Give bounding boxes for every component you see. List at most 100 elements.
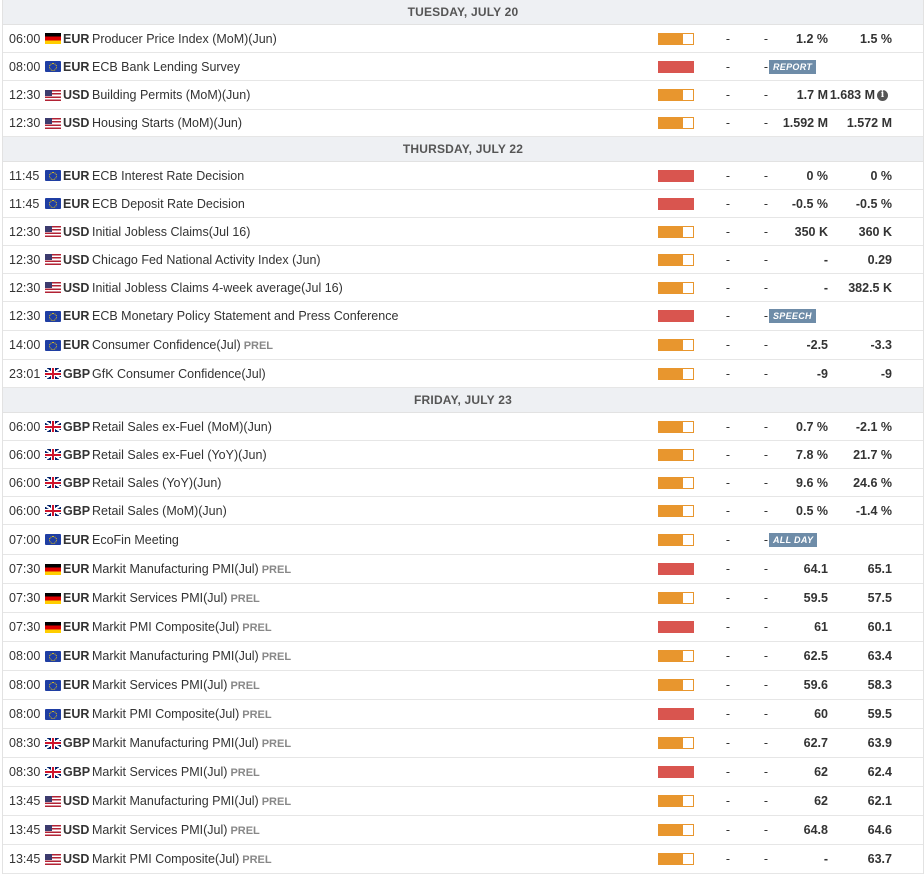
flag-us-icon (45, 824, 61, 836)
event-row[interactable]: 06:00 GBP Retail Sales ex-Fuel (YoY)(Jun) -… (3, 441, 923, 469)
preliminary-tag: PREL (242, 709, 272, 721)
currency-code: USD (63, 823, 90, 837)
event-name-link[interactable]: Markit PMI Composite(Jul) PREL (92, 707, 272, 722)
event-name-link[interactable]: ECB Interest Rate Decision (92, 169, 244, 183)
impact-high-icon (658, 563, 694, 575)
event-row[interactable]: 06:00 GBP Retail Sales (YoY)(Jun) - - 9.6 % 24… (3, 469, 923, 497)
event-time: 12:30 (9, 224, 41, 239)
event-row[interactable]: 23:01 GBP GfK Consumer Confidence(Jul) - - -9… (3, 360, 923, 388)
consensus-value: 1.7 M (796, 88, 828, 102)
event-row[interactable]: 07:30 EUR Markit PMI Composite(Jul) PREL - - 6… (3, 613, 923, 642)
info-icon[interactable]: i (877, 89, 888, 101)
impact-high-icon (658, 708, 694, 720)
event-name-link[interactable]: GfK Consumer Confidence(Jul) (92, 367, 266, 381)
event-row[interactable]: 08:30 GBP Markit Services PMI(Jul) PREL - - 62… (3, 758, 923, 787)
event-row[interactable]: 07:00 EUR EcoFin Meeting - - ALL DAY (3, 525, 923, 555)
impact-high-icon (658, 60, 694, 73)
event-time: 13:45 (9, 794, 41, 808)
event-name-link[interactable]: Markit PMI Composite(Jul) PREL (92, 620, 272, 635)
event-type-badge[interactable]: REPORT (769, 59, 817, 74)
event-row[interactable]: 06:00 GBP Retail Sales ex-Fuel (MoM)(Jun) -… (3, 413, 923, 441)
event-time: 08:30 (9, 736, 41, 750)
event-name-link[interactable]: Markit Services PMI(Jul) PREL (92, 591, 260, 606)
event-name: GfK Consumer Confidence(Jul) (92, 366, 266, 381)
event-row[interactable]: 08:30 GBP Markit Manufacturing PMI(Jul) PRE… (3, 729, 923, 758)
event-row[interactable]: 13:45 USD Markit Manufacturing PMI(Jul) PRE… (3, 787, 923, 816)
event-name-link[interactable]: Markit Manufacturing PMI(Jul) PREL (92, 649, 291, 664)
actual-value: - (725, 59, 731, 74)
event-row[interactable]: 12:30 USD Building Permits (MoM)(Jun) - - 1.7… (3, 81, 923, 110)
event-row[interactable]: 06:00 GBP Retail Sales (MoM)(Jun) - - 0.5 % -1… (3, 497, 923, 525)
event-type-badge[interactable]: ALL DAY (769, 532, 818, 547)
event-name: Markit Manufacturing PMI(Jul) (92, 736, 259, 750)
event-name-link[interactable]: Markit Services PMI(Jul) PREL (92, 765, 260, 780)
event-name-link[interactable]: Markit Services PMI(Jul) PREL (92, 678, 260, 693)
event-time: 23:01 (9, 366, 41, 381)
event-row[interactable]: 11:45 EUR ECB Deposit Rate Decision - - -0.5 … (3, 190, 923, 218)
event-row[interactable]: 12:30 EUR ECB Monetary Policy Statement an… (3, 302, 923, 331)
event-name-link[interactable]: Building Permits (MoM)(Jun) (92, 88, 250, 102)
event-row[interactable]: 12:30 USD Initial Jobless Claims 4-week av… (3, 274, 923, 302)
event-name-link[interactable]: Retail Sales (YoY)(Jun) (92, 476, 221, 490)
deviation-value: - (763, 794, 769, 808)
consensus-value: 7.8 % (796, 447, 828, 462)
event-name-link[interactable]: Initial Jobless Claims(Jul 16) (92, 225, 250, 239)
event-name-link[interactable]: Chicago Fed National Activity Index (Jun… (92, 253, 321, 267)
event-time: 06:00 (9, 31, 41, 46)
impact-med-icon (658, 89, 694, 101)
event-row[interactable]: 13:45 USD Markit Services PMI(Jul) PREL - - 64… (3, 816, 923, 845)
event-row[interactable]: 07:30 EUR Markit Manufacturing PMI(Jul) PRE… (3, 555, 923, 584)
event-name-link[interactable]: EcoFin Meeting (92, 533, 179, 547)
event-name-link[interactable]: Retail Sales ex-Fuel (YoY)(Jun) (92, 448, 267, 462)
event-name-link[interactable]: Housing Starts (MoM)(Jun) (92, 116, 242, 130)
event-time: 08:00 (9, 678, 41, 692)
day-header: THURSDAY, JULY 22 (3, 137, 923, 162)
actual-value: - (725, 419, 731, 434)
event-name-link[interactable]: Consumer Confidence(Jul) PREL (92, 338, 273, 353)
flag-gb-icon (45, 477, 61, 488)
event-row[interactable]: 08:00 EUR ECB Bank Lending Survey - - REPORT (3, 53, 923, 81)
actual-value: - (725, 823, 731, 837)
previous-value: 60.1 (867, 620, 892, 634)
impact-med-icon (658, 824, 694, 836)
event-name-link[interactable]: Retail Sales ex-Fuel (MoM)(Jun) (92, 420, 272, 434)
event-name: Retail Sales ex-Fuel (MoM)(Jun) (92, 419, 272, 434)
deviation-value: - (763, 562, 769, 576)
event-row[interactable]: 12:30 USD Initial Jobless Claims(Jul 16) - -… (3, 218, 923, 246)
event-name-link[interactable]: Markit Manufacturing PMI(Jul) PREL (92, 562, 291, 577)
event-name-link[interactable]: Retail Sales (MoM)(Jun) (92, 504, 227, 518)
flag-eu-icon (45, 650, 61, 662)
event-name-link[interactable]: Markit Manufacturing PMI(Jul) PREL (92, 736, 291, 751)
event-row[interactable]: 14:00 EUR Consumer Confidence(Jul) PREL - - -2… (3, 331, 923, 360)
event-name-link[interactable]: ECB Monetary Policy Statement and Press … (92, 309, 398, 323)
event-name-link[interactable]: ECB Deposit Rate Decision (92, 197, 245, 211)
event-row[interactable]: 06:00 EUR Producer Price Index (MoM)(Jun) -… (3, 25, 923, 53)
event-row[interactable]: 13:45 USD Markit PMI Composite(Jul) PREL - - -… (3, 845, 923, 874)
impact-high-icon (658, 197, 694, 210)
event-name-link[interactable]: Markit Services PMI(Jul) PREL (92, 823, 260, 838)
event-row[interactable]: 08:00 EUR Markit Manufacturing PMI(Jul) PRE… (3, 642, 923, 671)
event-row[interactable]: 12:30 USD Housing Starts (MoM)(Jun) - -1.592… (3, 110, 923, 137)
impact-med-icon (658, 448, 694, 461)
event-row[interactable]: 11:45 EUR ECB Interest Rate Decision - - 0 % 0… (3, 162, 923, 190)
preliminary-tag: PREL (242, 854, 272, 866)
event-row[interactable]: 12:30 USD Chicago Fed National Activity In… (3, 246, 923, 274)
event-time: 11:45 (9, 168, 40, 183)
event-row[interactable]: 08:00 EUR Markit PMI Composite(Jul) PREL - - 6… (3, 700, 923, 729)
previous-value: 58.3 (867, 678, 892, 692)
previous-value: 1.683 M (829, 88, 875, 102)
event-name-link[interactable]: ECB Bank Lending Survey (92, 60, 240, 74)
event-name-link[interactable]: Initial Jobless Claims 4-week average(Ju… (92, 281, 343, 295)
event-name: Markit Services PMI(Jul) (92, 765, 228, 779)
actual-value: - (725, 366, 731, 381)
event-name-link[interactable]: Markit PMI Composite(Jul) PREL (92, 852, 272, 867)
consensus-value: -2.5 (806, 338, 828, 352)
event-type-badge[interactable]: SPEECH (769, 309, 816, 323)
actual-value: - (725, 196, 731, 211)
event-row[interactable]: 08:00 EUR Markit Services PMI(Jul) PREL - - 59… (3, 671, 923, 700)
event-name-link[interactable]: Producer Price Index (MoM)(Jun) (92, 32, 277, 46)
event-row[interactable]: 07:30 EUR Markit Services PMI(Jul) PREL - - 59… (3, 584, 923, 613)
currency-code: GBP (63, 765, 91, 779)
event-name-link[interactable]: Markit Manufacturing PMI(Jul) PREL (92, 794, 291, 809)
event-time: 07:30 (9, 591, 41, 605)
